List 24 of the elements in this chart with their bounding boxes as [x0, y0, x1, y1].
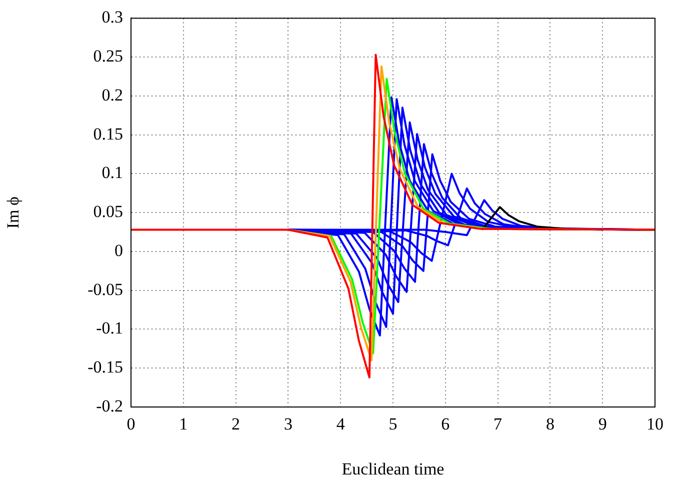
x-axis-title: Euclidean time — [342, 459, 444, 478]
x-tick-label: 6 — [441, 414, 450, 434]
y-axis-title: Im ϕ — [4, 196, 23, 229]
x-tick-label: 0 — [126, 414, 136, 434]
y-tick-label: 0.1 — [102, 163, 123, 182]
y-tick-label: -0.05 — [88, 280, 123, 299]
y-tick-label: 0.2 — [102, 85, 123, 104]
x-tick-label: 1 — [179, 414, 188, 434]
y-tick-label: -0.2 — [96, 396, 123, 416]
y-tick-label: 0.05 — [93, 202, 123, 222]
x-tick-label: 9 — [598, 414, 607, 434]
x-tick-label: 7 — [494, 414, 503, 434]
y-tick-label: 0.15 — [93, 124, 123, 144]
x-tick-label: 10 — [646, 414, 664, 434]
y-tick-label: 0.25 — [93, 46, 123, 66]
y-tick-label: -0.1 — [96, 318, 123, 338]
x-tick-label: 4 — [336, 414, 346, 434]
x-tick-label: 8 — [546, 414, 554, 434]
x-tick-label: 2 — [232, 414, 240, 434]
x-tick-label: 5 — [388, 414, 398, 434]
x-tick-label: 3 — [284, 414, 292, 434]
y-tick-label: -0.15 — [88, 358, 123, 377]
y-tick-label: 0 — [114, 240, 123, 260]
y-tick-label: 0.3 — [102, 8, 123, 27]
